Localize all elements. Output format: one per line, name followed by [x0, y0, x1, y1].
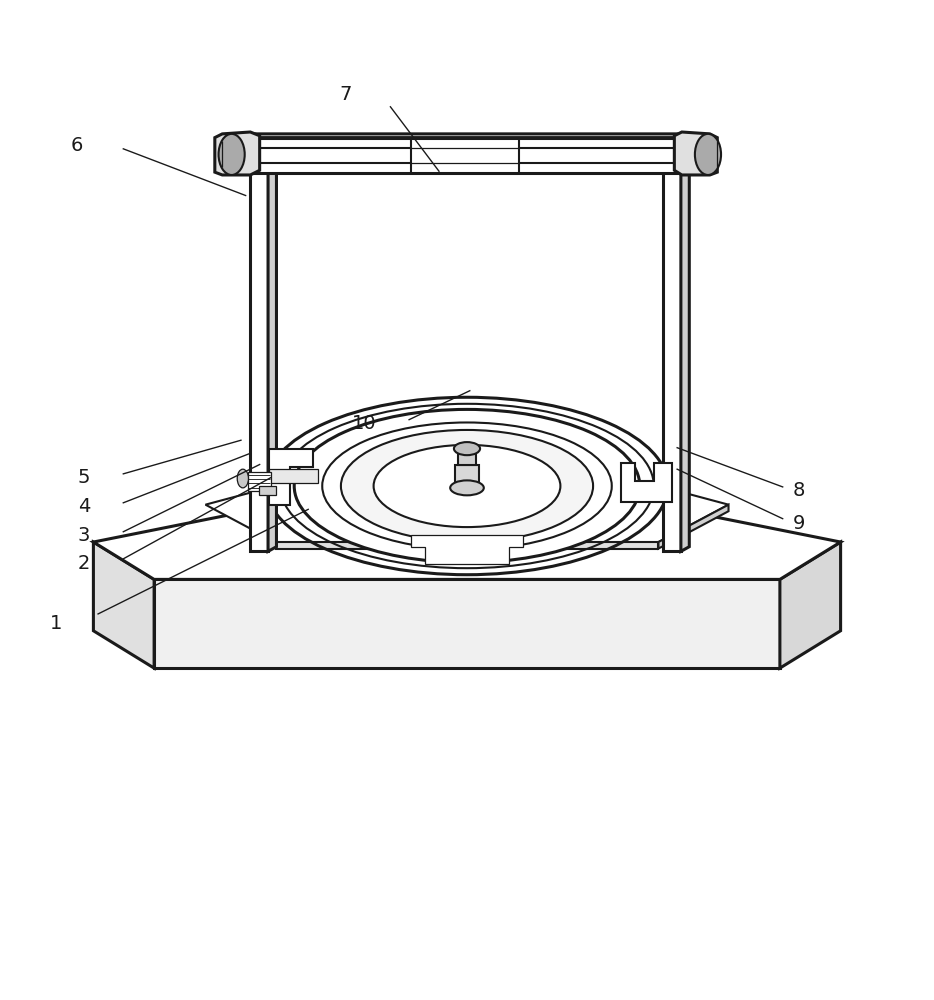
Ellipse shape	[294, 409, 640, 563]
Polygon shape	[205, 435, 729, 542]
Ellipse shape	[444, 519, 490, 539]
Polygon shape	[411, 535, 523, 564]
Ellipse shape	[341, 430, 593, 542]
Polygon shape	[154, 579, 780, 668]
Polygon shape	[259, 486, 276, 495]
Polygon shape	[276, 542, 658, 549]
Ellipse shape	[695, 134, 721, 175]
Ellipse shape	[374, 445, 560, 527]
Ellipse shape	[444, 471, 490, 492]
Ellipse shape	[432, 465, 502, 497]
Text: 5: 5	[78, 468, 91, 487]
Polygon shape	[93, 467, 841, 579]
Polygon shape	[269, 469, 318, 483]
Polygon shape	[663, 171, 681, 551]
Polygon shape	[658, 505, 729, 549]
Text: 8: 8	[792, 481, 805, 500]
Ellipse shape	[454, 442, 480, 455]
Ellipse shape	[432, 513, 502, 545]
Polygon shape	[248, 472, 271, 491]
Polygon shape	[250, 171, 268, 551]
Polygon shape	[215, 132, 260, 175]
Polygon shape	[780, 542, 841, 668]
Bar	[455, 465, 479, 486]
Polygon shape	[621, 463, 672, 502]
Bar	[458, 449, 476, 465]
Text: 4: 4	[78, 497, 91, 516]
Polygon shape	[681, 167, 689, 551]
Polygon shape	[674, 132, 717, 175]
Text: 3: 3	[78, 526, 91, 545]
Polygon shape	[269, 449, 313, 505]
Ellipse shape	[219, 134, 245, 175]
Polygon shape	[248, 134, 691, 138]
Ellipse shape	[237, 469, 248, 488]
Text: 6: 6	[70, 136, 83, 155]
Text: 7: 7	[339, 85, 352, 104]
Text: 10: 10	[352, 414, 376, 433]
Polygon shape	[268, 167, 276, 551]
Polygon shape	[93, 542, 154, 668]
Text: 2: 2	[78, 554, 91, 573]
Bar	[248, 138, 684, 173]
Ellipse shape	[450, 480, 484, 495]
Text: 1: 1	[50, 614, 63, 633]
Text: 9: 9	[792, 514, 805, 533]
